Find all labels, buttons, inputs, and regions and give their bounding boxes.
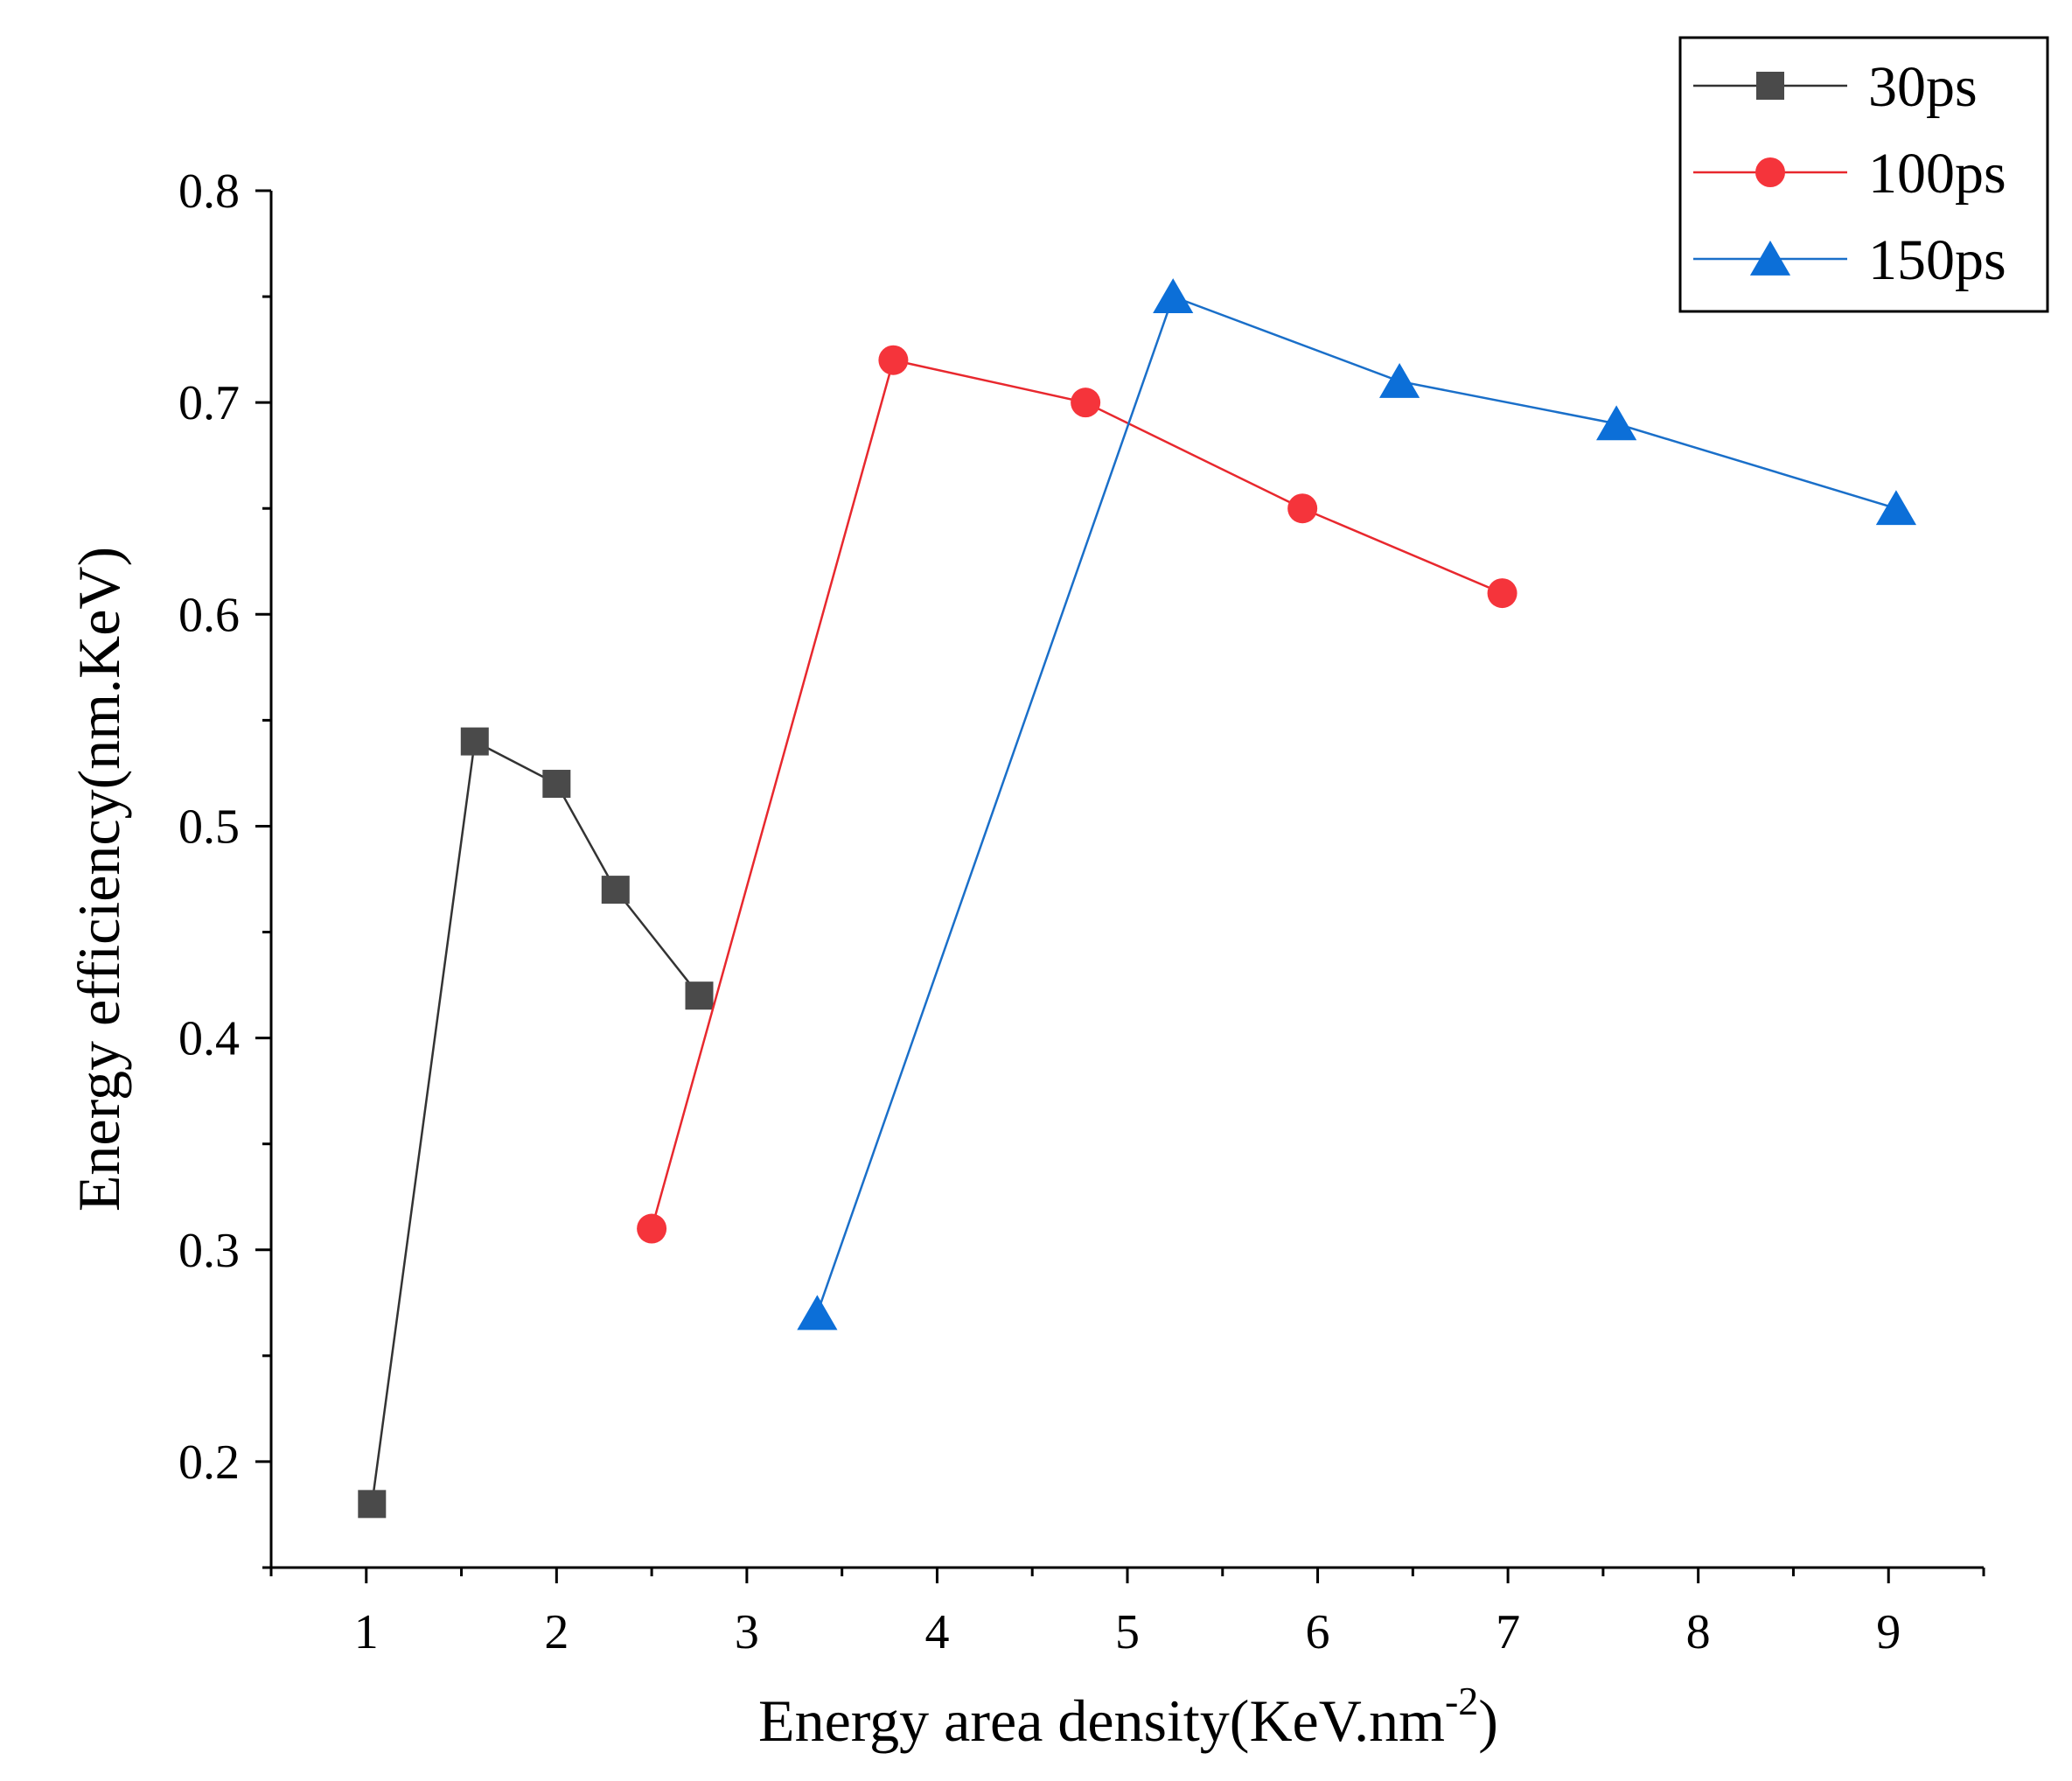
y-tick-label: 0.5 — [178, 800, 240, 854]
data-point — [460, 727, 489, 756]
data-point — [601, 876, 630, 904]
data-point — [1596, 405, 1637, 441]
legend: 30ps 100ps 150ps — [1678, 36, 2049, 313]
legend-items: 30ps 100ps 150ps — [1693, 55, 2006, 292]
legend-label: 100ps — [1868, 142, 2006, 206]
data-point — [1287, 493, 1318, 524]
data-point — [1153, 278, 1194, 313]
legend-box — [1678, 36, 2049, 313]
x-tick-label: 2 — [544, 1605, 569, 1659]
x-axis-title: Energy area density(KeV.nm-2) — [758, 1679, 1498, 1754]
data-point — [1071, 388, 1101, 418]
y-axis-title: Energy efficiency(nm.KeV) — [66, 547, 132, 1212]
legend-label: 150ps — [1868, 228, 2006, 292]
data-point — [358, 1490, 387, 1519]
y-tick-label: 0.7 — [178, 376, 240, 430]
series-line — [650, 359, 1503, 1229]
data-point — [797, 1295, 838, 1331]
x-tick-label: 6 — [1306, 1605, 1330, 1659]
x-tick-label: 4 — [924, 1605, 949, 1659]
series-line — [816, 295, 1897, 1314]
y-tick-label: 0.4 — [178, 1012, 240, 1066]
x-tick-label: 8 — [1686, 1605, 1711, 1659]
legend-item-100ps: 100ps — [1693, 142, 2006, 206]
series-100ps — [637, 345, 1517, 1244]
data-point — [637, 1213, 667, 1244]
data-point — [1379, 362, 1420, 398]
x-tick-label: 3 — [735, 1605, 759, 1659]
legend-marker — [1755, 157, 1785, 187]
data-point — [685, 981, 714, 1010]
x-tick-label: 9 — [1876, 1605, 1901, 1659]
data-point — [542, 770, 571, 799]
data-point — [1487, 578, 1517, 609]
y-tick-label: 0.3 — [178, 1224, 240, 1278]
legend-item-150ps: 150ps — [1693, 228, 2006, 292]
y-tick-label: 0.6 — [178, 588, 240, 642]
series-150ps — [797, 278, 1917, 1331]
data-point — [1875, 490, 1917, 526]
y-tick-label: 0.2 — [178, 1435, 240, 1490]
data-point — [878, 345, 909, 375]
y-tick-label: 0.8 — [178, 164, 240, 219]
series-line — [371, 739, 701, 1505]
x-tick-label: 5 — [1115, 1605, 1140, 1659]
legend-marker — [1756, 72, 1784, 100]
series-30ps — [358, 727, 714, 1519]
x-tick-label: 1 — [354, 1605, 379, 1659]
x-tick-label: 7 — [1496, 1605, 1520, 1659]
legend-item-30ps: 30ps — [1693, 55, 1978, 119]
series-group — [358, 278, 1917, 1519]
legend-marker — [1749, 241, 1791, 276]
legend-label: 30ps — [1868, 55, 1978, 119]
axis-ticks: 1 2 3 4 5 6 7 8 9 0.2 0.3 0.4 0.5 0.6 0.7 0.8 — [178, 164, 1985, 1659]
